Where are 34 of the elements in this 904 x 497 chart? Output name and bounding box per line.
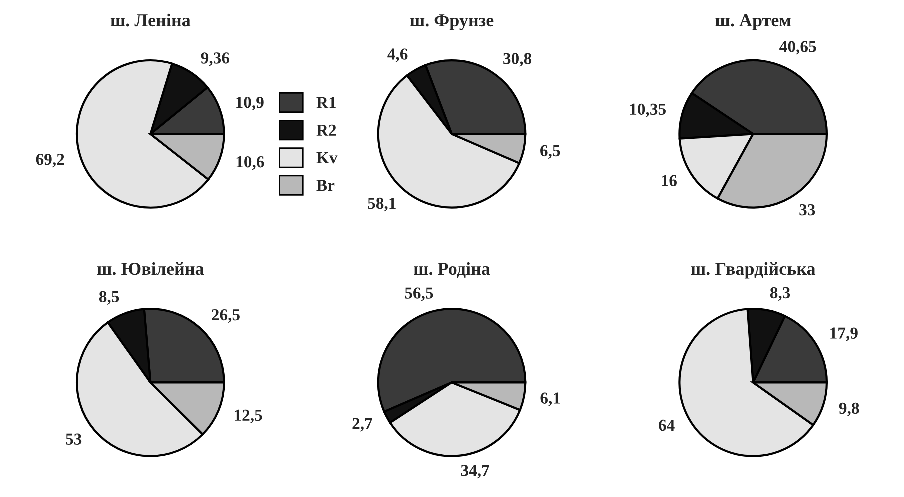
data-label: 8,5: [99, 291, 120, 305]
chart-title: ш. Ювілейна: [97, 262, 204, 276]
data-label: 12,5: [235, 410, 262, 424]
legend-label: Br: [316, 180, 335, 192]
data-label: 9,36: [201, 52, 230, 66]
chart-title: ш. Гвардійська: [691, 262, 816, 279]
legend-label: Kv: [316, 152, 338, 164]
chart-title: ш. Родіна: [414, 262, 490, 278]
data-label: 17,9: [830, 328, 858, 342]
data-label: 53: [66, 434, 82, 445]
data-label: 40,65: [780, 41, 816, 55]
chart-title: ш. Артем: [716, 14, 791, 30]
data-label: 2,7: [352, 418, 372, 432]
data-label: 9,8: [839, 402, 860, 416]
legend-label: R1: [316, 97, 336, 108]
data-label: 6,1: [540, 392, 560, 406]
legend-label: R2: [316, 124, 336, 136]
data-label: 33: [800, 204, 816, 216]
data-label: 16: [662, 175, 677, 186]
data-label: 6,5: [540, 145, 560, 159]
data-label: 64: [659, 420, 675, 432]
data-label: 10,6: [236, 156, 264, 170]
data-label: 26,5: [212, 309, 240, 324]
data-label: 34,7: [461, 465, 490, 479]
data-label: 56,5: [405, 288, 434, 302]
data-label: 10,35: [630, 104, 666, 118]
data-label: 30,8: [504, 53, 532, 67]
data-label: 58,1: [368, 198, 396, 212]
data-label: 4,6: [388, 48, 408, 62]
data-label: 8,3: [770, 287, 790, 301]
chart-title: ш. Фрунзе: [410, 14, 494, 30]
data-label: 69,2: [36, 154, 64, 168]
data-label: 10,9: [236, 96, 264, 111]
chart-title: ш. Леніна: [110, 14, 191, 27]
